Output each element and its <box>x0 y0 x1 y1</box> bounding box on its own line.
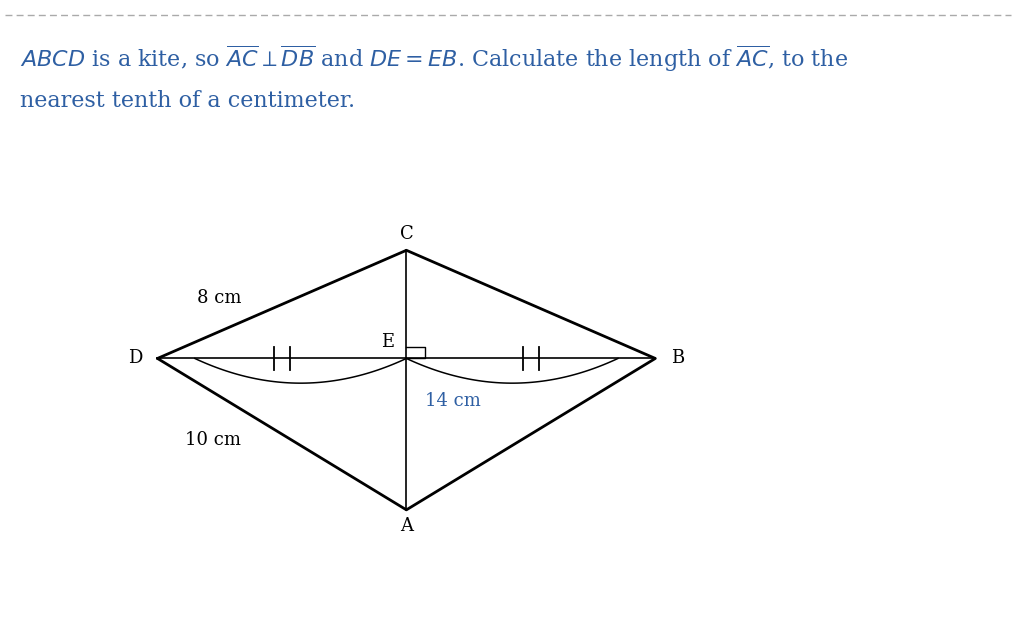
Text: D: D <box>128 349 142 368</box>
Text: C: C <box>399 225 414 243</box>
Text: A: A <box>400 517 412 535</box>
Text: E: E <box>381 333 394 351</box>
Text: 10 cm: 10 cm <box>185 431 242 449</box>
Text: B: B <box>671 349 684 368</box>
Text: nearest tenth of a centimeter.: nearest tenth of a centimeter. <box>20 90 356 112</box>
Text: $ABCD$ is a kite, so $\overline{AC} \perp \overline{DB}$ and $DE = EB$. Calculat: $ABCD$ is a kite, so $\overline{AC} \per… <box>20 43 848 74</box>
Text: 14 cm: 14 cm <box>425 392 481 410</box>
Text: 8 cm: 8 cm <box>197 289 242 307</box>
